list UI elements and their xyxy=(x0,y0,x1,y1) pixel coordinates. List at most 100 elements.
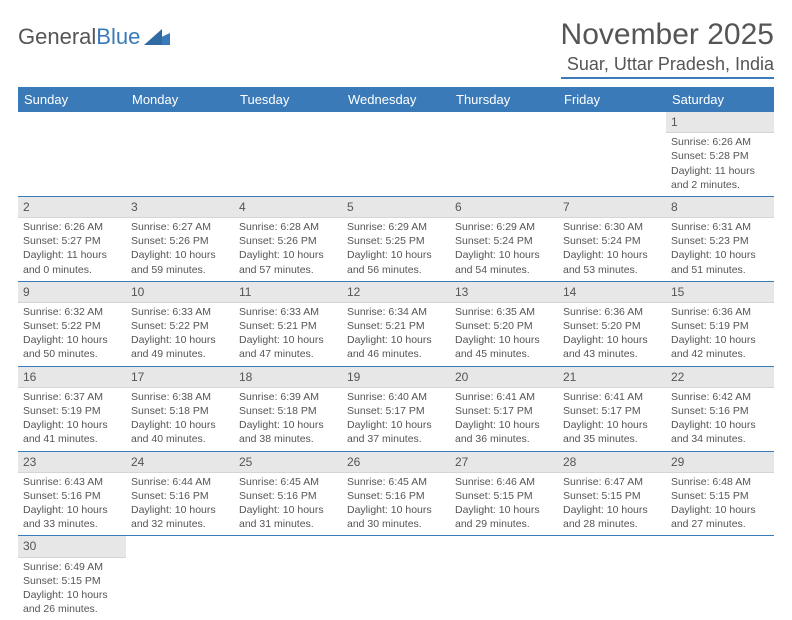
day-details: Sunrise: 6:48 AMSunset: 5:15 PMDaylight:… xyxy=(666,473,774,536)
sunrise-line: Sunrise: 6:41 AM xyxy=(455,390,553,404)
weekday-header: Tuesday xyxy=(234,87,342,112)
sunrise-line: Sunrise: 6:29 AM xyxy=(455,220,553,234)
daylight-line: Daylight: 10 hours and 43 minutes. xyxy=(563,333,661,361)
calendar-cell: 22Sunrise: 6:42 AMSunset: 5:16 PMDayligh… xyxy=(666,366,774,451)
calendar-cell: 10Sunrise: 6:33 AMSunset: 5:22 PMDayligh… xyxy=(126,281,234,366)
sunrise-line: Sunrise: 6:47 AM xyxy=(563,475,661,489)
sunrise-line: Sunrise: 6:33 AM xyxy=(131,305,229,319)
calendar-cell: 30Sunrise: 6:49 AMSunset: 5:15 PMDayligh… xyxy=(18,536,126,620)
calendar-week-row: 1Sunrise: 6:26 AMSunset: 5:28 PMDaylight… xyxy=(18,112,774,196)
day-details: Sunrise: 6:34 AMSunset: 5:21 PMDaylight:… xyxy=(342,303,450,366)
day-details: Sunrise: 6:44 AMSunset: 5:16 PMDaylight:… xyxy=(126,473,234,536)
calendar-cell: 4Sunrise: 6:28 AMSunset: 5:26 PMDaylight… xyxy=(234,196,342,281)
calendar-cell: 14Sunrise: 6:36 AMSunset: 5:20 PMDayligh… xyxy=(558,281,666,366)
location-label: Suar, Uttar Pradesh, India xyxy=(561,54,774,79)
sunset-line: Sunset: 5:17 PM xyxy=(455,404,553,418)
weekday-header: Wednesday xyxy=(342,87,450,112)
day-number: 23 xyxy=(18,452,126,473)
calendar-cell: 8Sunrise: 6:31 AMSunset: 5:23 PMDaylight… xyxy=(666,196,774,281)
sunrise-line: Sunrise: 6:35 AM xyxy=(455,305,553,319)
day-details: Sunrise: 6:28 AMSunset: 5:26 PMDaylight:… xyxy=(234,218,342,281)
sunrise-line: Sunrise: 6:26 AM xyxy=(23,220,121,234)
sunset-line: Sunset: 5:20 PM xyxy=(455,319,553,333)
sunset-line: Sunset: 5:28 PM xyxy=(671,149,769,163)
day-number: 26 xyxy=(342,452,450,473)
day-number: 11 xyxy=(234,282,342,303)
sunset-line: Sunset: 5:26 PM xyxy=(131,234,229,248)
weekday-header: Friday xyxy=(558,87,666,112)
day-details: Sunrise: 6:26 AMSunset: 5:28 PMDaylight:… xyxy=(666,133,774,196)
sunset-line: Sunset: 5:16 PM xyxy=(671,404,769,418)
calendar-cell: 27Sunrise: 6:46 AMSunset: 5:15 PMDayligh… xyxy=(450,451,558,536)
day-number: 21 xyxy=(558,367,666,388)
sunset-line: Sunset: 5:16 PM xyxy=(131,489,229,503)
daylight-line: Daylight: 10 hours and 51 minutes. xyxy=(671,248,769,276)
day-details: Sunrise: 6:38 AMSunset: 5:18 PMDaylight:… xyxy=(126,388,234,451)
calendar-cell: 17Sunrise: 6:38 AMSunset: 5:18 PMDayligh… xyxy=(126,366,234,451)
sunrise-line: Sunrise: 6:33 AM xyxy=(239,305,337,319)
day-number: 4 xyxy=(234,197,342,218)
daylight-line: Daylight: 10 hours and 49 minutes. xyxy=(131,333,229,361)
calendar-cell xyxy=(558,536,666,620)
calendar-cell: 2Sunrise: 6:26 AMSunset: 5:27 PMDaylight… xyxy=(18,196,126,281)
sunset-line: Sunset: 5:19 PM xyxy=(23,404,121,418)
day-details: Sunrise: 6:49 AMSunset: 5:15 PMDaylight:… xyxy=(18,558,126,620)
calendar-cell: 18Sunrise: 6:39 AMSunset: 5:18 PMDayligh… xyxy=(234,366,342,451)
calendar-cell xyxy=(342,536,450,620)
sunset-line: Sunset: 5:17 PM xyxy=(347,404,445,418)
daylight-line: Daylight: 10 hours and 42 minutes. xyxy=(671,333,769,361)
calendar-week-row: 30Sunrise: 6:49 AMSunset: 5:15 PMDayligh… xyxy=(18,536,774,620)
day-number: 2 xyxy=(18,197,126,218)
day-number: 9 xyxy=(18,282,126,303)
day-details: Sunrise: 6:36 AMSunset: 5:19 PMDaylight:… xyxy=(666,303,774,366)
calendar-cell xyxy=(126,536,234,620)
sunset-line: Sunset: 5:22 PM xyxy=(131,319,229,333)
sunset-line: Sunset: 5:15 PM xyxy=(455,489,553,503)
calendar-cell: 3Sunrise: 6:27 AMSunset: 5:26 PMDaylight… xyxy=(126,196,234,281)
day-details: Sunrise: 6:41 AMSunset: 5:17 PMDaylight:… xyxy=(450,388,558,451)
day-details: Sunrise: 6:27 AMSunset: 5:26 PMDaylight:… xyxy=(126,218,234,281)
day-details: Sunrise: 6:29 AMSunset: 5:24 PMDaylight:… xyxy=(450,218,558,281)
day-details: Sunrise: 6:45 AMSunset: 5:16 PMDaylight:… xyxy=(234,473,342,536)
day-details: Sunrise: 6:41 AMSunset: 5:17 PMDaylight:… xyxy=(558,388,666,451)
day-details: Sunrise: 6:26 AMSunset: 5:27 PMDaylight:… xyxy=(18,218,126,281)
month-title: November 2025 xyxy=(561,18,774,52)
sunset-line: Sunset: 5:18 PM xyxy=(131,404,229,418)
calendar-cell: 24Sunrise: 6:44 AMSunset: 5:16 PMDayligh… xyxy=(126,451,234,536)
weekday-header: Monday xyxy=(126,87,234,112)
calendar-cell: 21Sunrise: 6:41 AMSunset: 5:17 PMDayligh… xyxy=(558,366,666,451)
daylight-line: Daylight: 10 hours and 35 minutes. xyxy=(563,418,661,446)
day-number: 12 xyxy=(342,282,450,303)
weekday-header: Sunday xyxy=(18,87,126,112)
sunset-line: Sunset: 5:15 PM xyxy=(23,574,121,588)
sunset-line: Sunset: 5:23 PM xyxy=(671,234,769,248)
sunset-line: Sunset: 5:18 PM xyxy=(239,404,337,418)
day-number: 20 xyxy=(450,367,558,388)
weekday-header-row: SundayMondayTuesdayWednesdayThursdayFrid… xyxy=(18,87,774,112)
sunrise-line: Sunrise: 6:38 AM xyxy=(131,390,229,404)
sunrise-line: Sunrise: 6:42 AM xyxy=(671,390,769,404)
calendar-cell: 5Sunrise: 6:29 AMSunset: 5:25 PMDaylight… xyxy=(342,196,450,281)
sunrise-line: Sunrise: 6:36 AM xyxy=(563,305,661,319)
day-number: 22 xyxy=(666,367,774,388)
daylight-line: Daylight: 10 hours and 28 minutes. xyxy=(563,503,661,531)
daylight-line: Daylight: 10 hours and 40 minutes. xyxy=(131,418,229,446)
calendar-cell: 28Sunrise: 6:47 AMSunset: 5:15 PMDayligh… xyxy=(558,451,666,536)
calendar-cell: 16Sunrise: 6:37 AMSunset: 5:19 PMDayligh… xyxy=(18,366,126,451)
daylight-line: Daylight: 10 hours and 33 minutes. xyxy=(23,503,121,531)
daylight-line: Daylight: 10 hours and 32 minutes. xyxy=(131,503,229,531)
weekday-header: Saturday xyxy=(666,87,774,112)
sunrise-line: Sunrise: 6:48 AM xyxy=(671,475,769,489)
calendar-cell: 26Sunrise: 6:45 AMSunset: 5:16 PMDayligh… xyxy=(342,451,450,536)
daylight-line: Daylight: 10 hours and 41 minutes. xyxy=(23,418,121,446)
day-number: 14 xyxy=(558,282,666,303)
daylight-line: Daylight: 10 hours and 53 minutes. xyxy=(563,248,661,276)
sunrise-line: Sunrise: 6:29 AM xyxy=(347,220,445,234)
calendar-cell xyxy=(450,536,558,620)
day-number: 1 xyxy=(666,112,774,133)
calendar-cell: 11Sunrise: 6:33 AMSunset: 5:21 PMDayligh… xyxy=(234,281,342,366)
calendar-cell xyxy=(126,112,234,196)
sunrise-line: Sunrise: 6:40 AM xyxy=(347,390,445,404)
sunrise-line: Sunrise: 6:39 AM xyxy=(239,390,337,404)
sunrise-line: Sunrise: 6:30 AM xyxy=(563,220,661,234)
